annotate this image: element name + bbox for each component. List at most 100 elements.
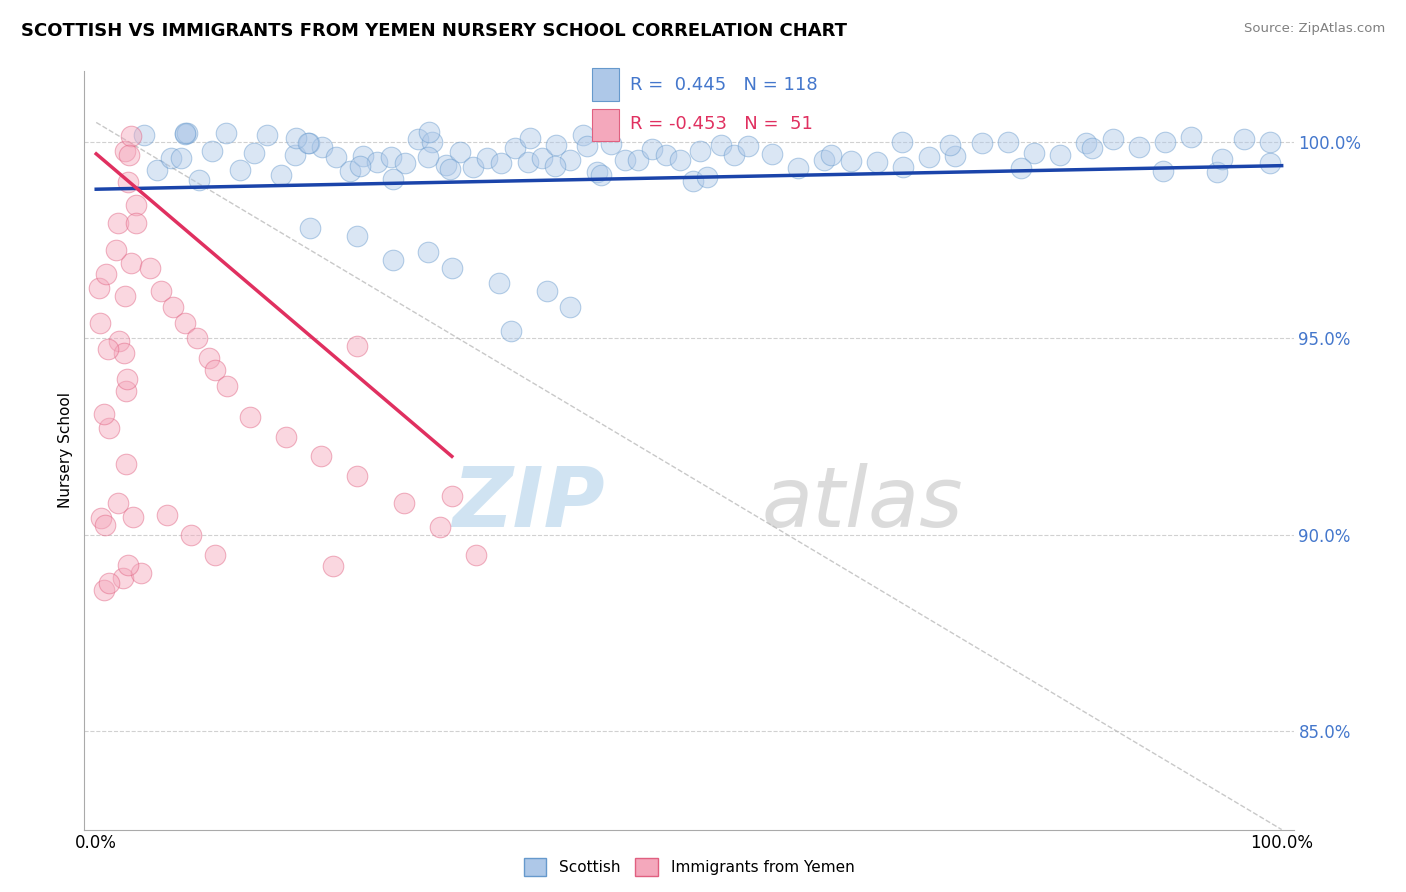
Point <box>114 384 136 398</box>
Point <box>298 221 321 235</box>
Point <box>162 300 184 314</box>
Point <box>918 150 941 164</box>
Point <box>118 148 141 162</box>
Point <box>93 407 115 421</box>
Point <box>114 144 136 158</box>
Point <box>1232 132 1254 146</box>
Point <box>576 139 599 153</box>
Point <box>239 410 262 425</box>
Point <box>173 126 195 140</box>
Point <box>180 528 202 542</box>
Point <box>204 548 226 562</box>
Bar <box>592 69 619 101</box>
Point <box>89 316 111 330</box>
Point <box>997 135 1019 149</box>
Point <box>418 245 440 260</box>
Point <box>98 420 121 434</box>
Point <box>117 558 139 572</box>
Point <box>187 173 209 187</box>
Point <box>440 260 463 275</box>
Point <box>349 159 371 173</box>
Point <box>429 520 451 534</box>
Point <box>489 156 512 170</box>
Point <box>125 215 148 229</box>
Point <box>1076 136 1098 150</box>
Point <box>382 171 405 186</box>
Point <box>115 372 138 386</box>
Point <box>346 469 368 483</box>
Point <box>96 267 118 281</box>
Point <box>1206 165 1229 179</box>
Point <box>138 260 160 275</box>
Point <box>536 285 558 299</box>
Point <box>503 141 526 155</box>
Point <box>150 285 173 299</box>
Point <box>689 144 711 158</box>
Point <box>120 256 142 270</box>
Point <box>156 508 179 523</box>
Point <box>1211 153 1233 167</box>
Point <box>274 430 297 444</box>
Y-axis label: Nursery School: Nursery School <box>58 392 73 508</box>
Point <box>560 300 582 314</box>
Point <box>820 148 842 162</box>
Point <box>613 153 636 167</box>
Point <box>129 566 152 581</box>
Point <box>839 153 862 168</box>
Point <box>519 131 541 145</box>
Point <box>311 140 333 154</box>
Point <box>866 154 889 169</box>
Point <box>1258 155 1281 169</box>
Point <box>1101 131 1123 145</box>
Point <box>517 155 540 169</box>
Point <box>394 496 416 510</box>
Point <box>1022 146 1045 161</box>
Point <box>418 125 440 139</box>
Point <box>1154 135 1177 149</box>
Point <box>813 153 835 167</box>
Point <box>449 145 471 160</box>
Point <box>1049 148 1071 162</box>
Point <box>346 339 368 353</box>
Point <box>586 165 609 179</box>
Point <box>488 277 510 291</box>
Point <box>284 147 307 161</box>
Point <box>544 137 567 152</box>
Point <box>215 126 238 140</box>
Point <box>558 153 581 168</box>
Point <box>434 158 457 172</box>
Text: SCOTTISH VS IMMIGRANTS FROM YEMEN NURSERY SCHOOL CORRELATION CHART: SCOTTISH VS IMMIGRANTS FROM YEMEN NURSER… <box>21 22 846 40</box>
Point <box>160 151 183 165</box>
Point <box>440 489 463 503</box>
Point <box>891 135 914 149</box>
Point <box>120 129 142 144</box>
Text: Source: ZipAtlas.com: Source: ZipAtlas.com <box>1244 22 1385 36</box>
Point <box>124 198 146 212</box>
Point <box>737 138 759 153</box>
Point <box>229 162 252 177</box>
Point <box>761 147 783 161</box>
Text: R = -0.453   N =  51: R = -0.453 N = 51 <box>630 115 813 133</box>
Point <box>1010 161 1032 175</box>
Point <box>107 496 129 510</box>
Point <box>380 150 402 164</box>
Point <box>416 150 439 164</box>
Point <box>381 252 404 267</box>
Point <box>242 146 264 161</box>
Text: R =  0.445   N = 118: R = 0.445 N = 118 <box>630 77 818 95</box>
Point <box>107 215 129 229</box>
Point <box>938 138 960 153</box>
Point <box>132 128 155 142</box>
Point <box>97 342 120 356</box>
Point <box>121 509 143 524</box>
Point <box>297 136 319 151</box>
Point <box>589 168 612 182</box>
Point <box>531 151 554 165</box>
Point <box>90 511 112 525</box>
Point <box>463 161 485 175</box>
Point <box>1081 140 1104 154</box>
Point <box>325 151 347 165</box>
Point <box>1152 163 1174 178</box>
Point <box>970 136 993 150</box>
Point <box>97 576 120 591</box>
